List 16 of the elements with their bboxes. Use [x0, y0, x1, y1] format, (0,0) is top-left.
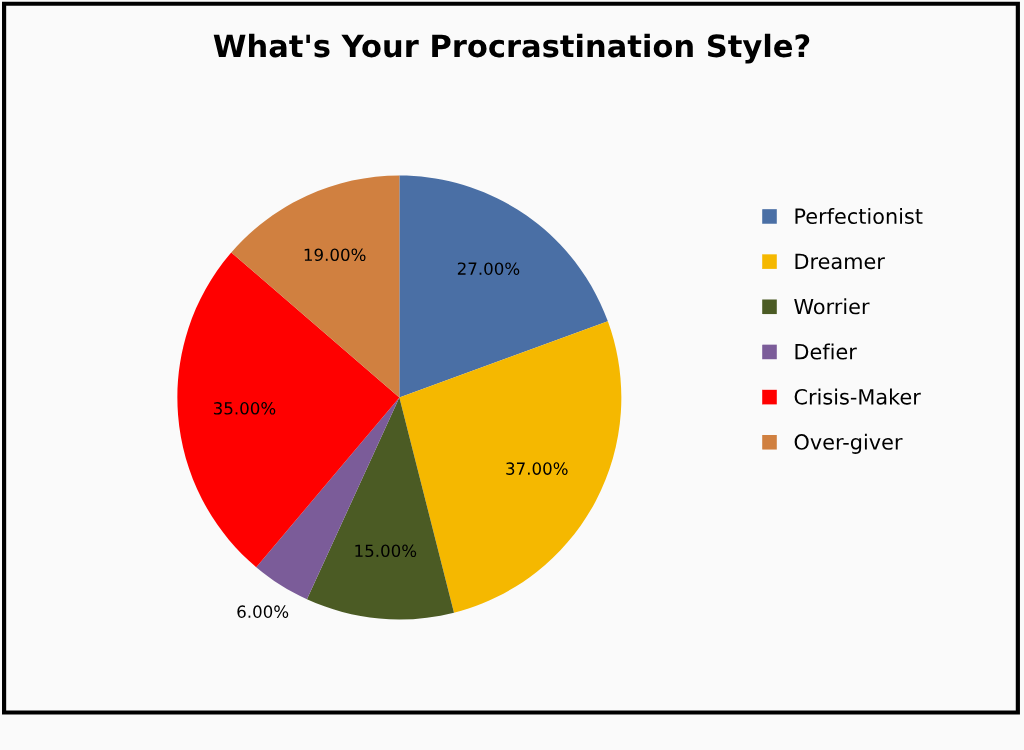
pie-slice [399, 175, 608, 398]
chart-title: What's Your Procrastination Style? [213, 33, 810, 64]
pie-slice [231, 175, 400, 398]
legend-label: Crisis-Maker [794, 388, 921, 405]
data-label: 19.00% [304, 248, 366, 262]
data-label: 15.00% [355, 544, 417, 558]
legend-label: Perfectionist [795, 207, 923, 225]
data-label: 6.00% [237, 605, 289, 618]
pie-slice [306, 397, 454, 620]
legend-label: Defier [795, 343, 857, 360]
data-label: 27.00% [457, 262, 520, 275]
legend-label: Worrier [794, 298, 870, 315]
data-label: 37.00% [506, 462, 568, 475]
data-label: 35.00% [213, 402, 276, 415]
legend-label: Over-giver [794, 433, 903, 454]
legend-label: Dreamer [795, 253, 885, 270]
